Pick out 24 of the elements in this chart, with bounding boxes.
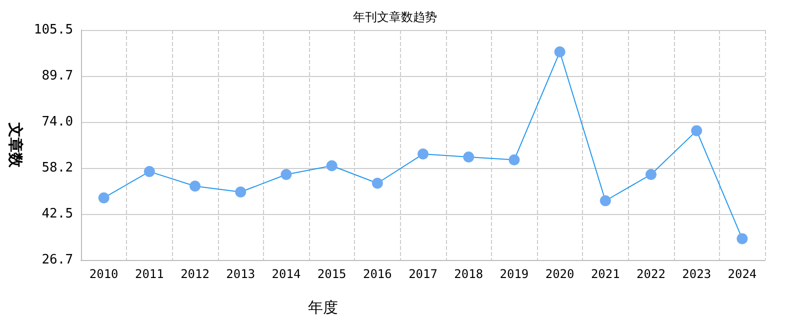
x-tick-label: 2015	[317, 267, 346, 281]
x-tick-label: 2019	[500, 267, 529, 281]
x-tick-label: 2024	[728, 267, 757, 281]
chart-title: 年刊文章数趋势	[353, 10, 437, 24]
y-tick-label: 26.7	[42, 252, 74, 268]
y-tick-label: 58.2	[42, 160, 74, 176]
y-tick-label: 74.0	[42, 114, 74, 130]
x-tick-label: 2010	[89, 267, 118, 281]
x-tick-label: 2016	[362, 267, 392, 281]
x-tick-label: 2018	[454, 267, 484, 281]
y-axis-title: 文章数	[6, 122, 24, 168]
x-tick-label: 2014	[272, 267, 301, 281]
x-tick-label: 2012	[180, 267, 210, 281]
x-tick-label: 2022	[636, 267, 666, 281]
x-tick-label: 2021	[590, 267, 620, 281]
y-tick-label: 89.7	[42, 68, 74, 84]
x-axis-title: 年度	[308, 298, 338, 316]
x-tick-label: 2017	[408, 267, 438, 281]
x-tick-label: 2013	[226, 267, 256, 281]
y-tick-label: 105.5	[34, 22, 74, 38]
x-tick-label: 2011	[134, 267, 164, 281]
x-tick-label: 2020	[545, 267, 574, 281]
y-tick-label: 42.5	[42, 206, 74, 222]
x-tick-label: 2023	[682, 267, 712, 281]
